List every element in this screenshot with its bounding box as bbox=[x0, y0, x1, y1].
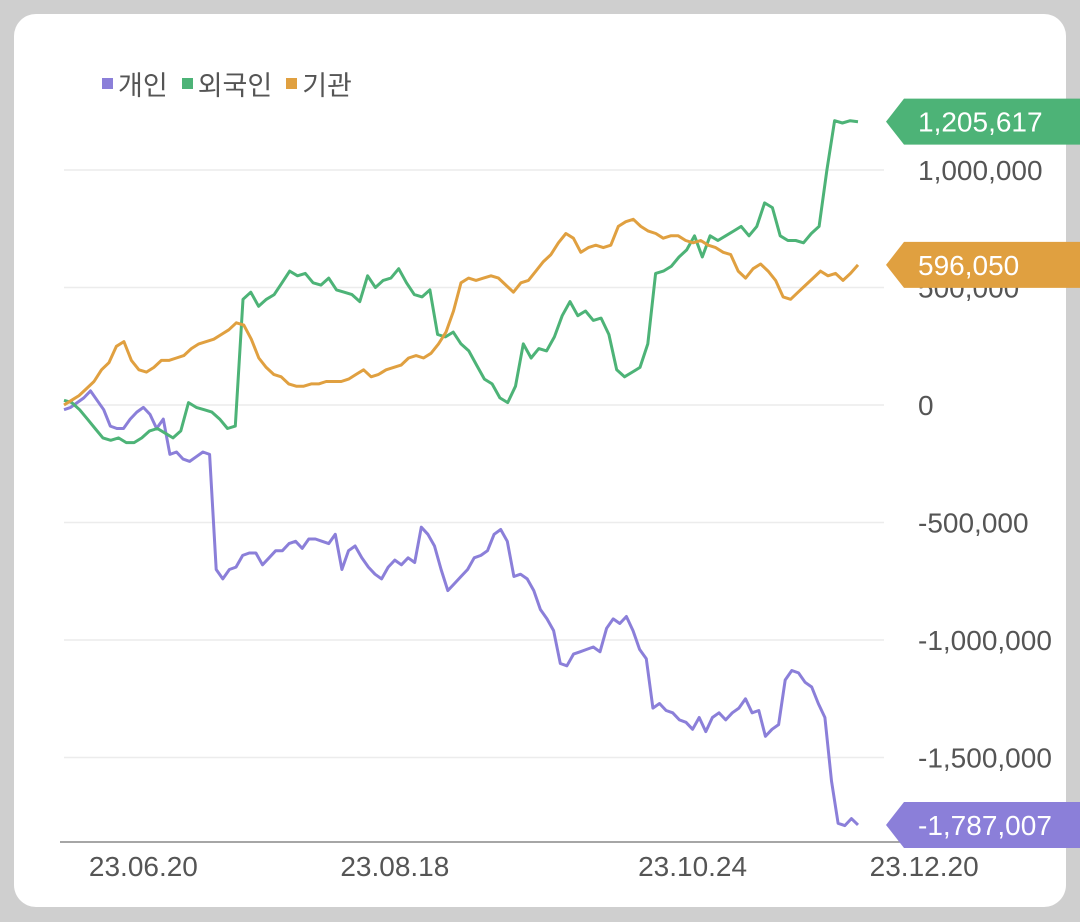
end-value-label: 596,050 bbox=[918, 250, 1019, 281]
y-tick-label: -1,000,000 bbox=[918, 625, 1052, 656]
x-tick-label: 23.12.20 bbox=[870, 851, 979, 882]
y-tick-label: 1,000,000 bbox=[918, 155, 1043, 186]
series-line-0 bbox=[63, 389, 860, 828]
legend-item-individual[interactable]: 개인 bbox=[102, 64, 168, 103]
legend-label-foreign: 외국인 bbox=[197, 71, 273, 101]
y-tick-label: 0 bbox=[918, 390, 934, 421]
end-value-badge-bg bbox=[886, 801, 1080, 848]
end-value-badge-1: 1,205,617 bbox=[886, 98, 1080, 145]
end-value-badge-bg bbox=[886, 98, 1080, 145]
legend-label-institution: 기관 bbox=[302, 71, 352, 101]
x-tick-label: 23.10.24 bbox=[638, 851, 747, 882]
end-value-badge-2: 596,050 bbox=[886, 241, 1080, 288]
legend-label-individual: 개인 bbox=[118, 71, 168, 101]
legend-item-institution[interactable]: 기관 bbox=[286, 64, 352, 103]
x-tick-label: 23.06.20 bbox=[89, 851, 198, 882]
x-tick-label: 23.08.18 bbox=[340, 851, 449, 882]
legend-item-foreign[interactable]: 외국인 bbox=[181, 64, 273, 103]
end-value-label: 1,205,617 bbox=[918, 107, 1043, 138]
end-value-badge-0: -1,787,007 bbox=[886, 801, 1080, 848]
end-value-label: -1,787,007 bbox=[918, 810, 1052, 841]
series-line-1 bbox=[63, 119, 859, 445]
y-tick-label: -500,000 bbox=[918, 508, 1029, 539]
series-line-2 bbox=[63, 217, 860, 407]
y-tick-label: -1,500,000 bbox=[918, 743, 1052, 774]
legend: 개인 외국인 기관 bbox=[102, 64, 366, 103]
legend-swatch-institution bbox=[286, 78, 298, 89]
end-value-badge-bg bbox=[886, 241, 1080, 288]
legend-swatch-foreign bbox=[181, 78, 193, 89]
legend-swatch-individual bbox=[102, 78, 113, 89]
